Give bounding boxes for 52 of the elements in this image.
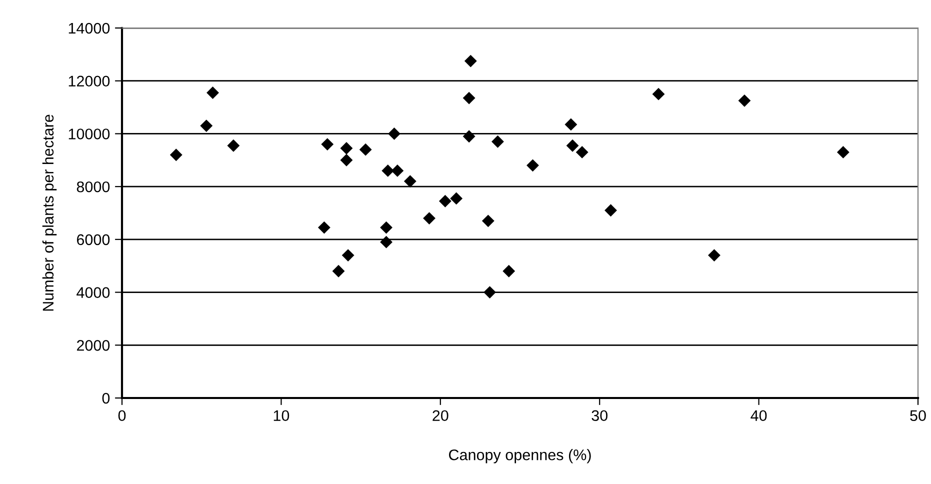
point: [502, 264, 516, 278]
point: [170, 148, 182, 162]
point: [342, 249, 354, 262]
point: [227, 139, 240, 152]
point: [340, 142, 353, 154]
x-tick-label: 30: [592, 410, 608, 422]
point: [450, 192, 463, 205]
point: [340, 154, 353, 166]
point: [492, 135, 504, 148]
x-tick-label: 10: [274, 410, 290, 422]
y-axis-title: Number of plants per hectare: [42, 114, 57, 311]
point: [318, 221, 330, 234]
y-tick-label: 4000: [76, 287, 110, 298]
point: [423, 212, 436, 224]
point: [438, 194, 452, 208]
x-tick-label: 0: [118, 410, 126, 422]
point: [391, 164, 404, 177]
y-tick-label: 0: [102, 392, 110, 404]
point: [321, 138, 334, 150]
point: [604, 204, 617, 217]
x-tick-label: 50: [910, 410, 926, 422]
point: [708, 249, 720, 262]
point: [738, 94, 751, 107]
point: [482, 214, 494, 228]
y-tick-label: 14000: [68, 22, 110, 34]
x-tick-label: 20: [432, 410, 448, 422]
point: [380, 221, 392, 234]
y-tick-label: 8000: [76, 181, 110, 192]
y-tick-label: 12000: [68, 76, 110, 87]
point: [462, 92, 476, 104]
point: [464, 54, 477, 68]
point: [382, 164, 394, 177]
y-tick-label: 6000: [76, 234, 110, 246]
point: [566, 139, 579, 152]
point: [484, 286, 496, 298]
point: [206, 86, 219, 99]
x-axis-title: Canopy opennes (%): [449, 449, 591, 464]
point: [564, 118, 578, 131]
point: [388, 128, 400, 140]
x-tick-label: 40: [750, 410, 767, 422]
point: [576, 146, 588, 158]
point: [332, 264, 345, 278]
point: [404, 175, 416, 188]
point: [359, 143, 372, 156]
point: [836, 146, 850, 158]
y-tick-label: 10000: [68, 128, 110, 140]
point: [652, 88, 665, 100]
y-tick-label: 2000: [76, 340, 110, 351]
point: [380, 236, 392, 248]
point: [462, 130, 476, 143]
point: [200, 120, 213, 132]
point: [526, 159, 539, 172]
